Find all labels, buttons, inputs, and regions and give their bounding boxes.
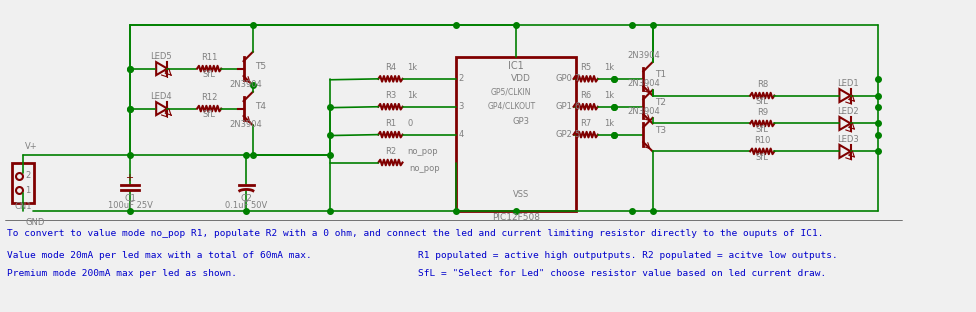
Text: 2: 2: [25, 171, 30, 180]
Text: 3: 3: [459, 102, 464, 111]
Text: SfL: SfL: [755, 153, 769, 162]
Text: 4: 4: [459, 130, 464, 139]
Text: SfL = "Select for Led" choose resistor value based on led current draw.: SfL = "Select for Led" choose resistor v…: [419, 270, 827, 278]
Text: V+: V+: [25, 142, 38, 151]
Text: LED1: LED1: [837, 79, 859, 88]
Text: R8: R8: [756, 80, 768, 89]
Text: 0.1uF 50V: 0.1uF 50V: [225, 201, 267, 210]
Text: R5: R5: [580, 63, 591, 72]
Text: GP3: GP3: [512, 117, 529, 126]
Text: 2N3904: 2N3904: [229, 80, 262, 89]
Text: R4: R4: [385, 63, 396, 72]
Text: 6: 6: [575, 102, 580, 111]
Text: SfL: SfL: [203, 110, 216, 119]
Text: 7: 7: [575, 74, 580, 83]
Text: R7: R7: [580, 119, 591, 128]
Text: Value mode 20mA per led max with a total of 60mA max.: Value mode 20mA per led max with a total…: [8, 251, 312, 260]
Text: no_pop: no_pop: [407, 147, 438, 156]
Text: 1k: 1k: [407, 63, 418, 72]
Text: T5: T5: [255, 61, 265, 71]
Text: GND: GND: [25, 218, 45, 227]
Text: C2: C2: [240, 194, 252, 202]
Text: IC1: IC1: [508, 61, 524, 71]
Text: 2: 2: [459, 74, 464, 83]
Text: Premium mode 200mA max per led as shown.: Premium mode 200mA max per led as shown.: [8, 270, 237, 278]
Text: T4: T4: [255, 102, 265, 110]
Text: 2N3904: 2N3904: [627, 107, 660, 116]
Text: 1k: 1k: [604, 91, 614, 100]
Text: CN1: CN1: [15, 202, 32, 211]
Text: R12: R12: [201, 93, 218, 102]
Text: 5: 5: [575, 130, 580, 139]
Bar: [456, 57, 577, 211]
Text: 2N3904: 2N3904: [229, 120, 262, 129]
Text: GP5/CLKIN: GP5/CLKIN: [491, 88, 532, 97]
Text: 0: 0: [407, 119, 413, 128]
Text: 2N3904: 2N3904: [627, 51, 660, 61]
Text: T3: T3: [655, 126, 667, 135]
Text: R11: R11: [201, 53, 218, 62]
Text: PIC12F508: PIC12F508: [492, 213, 540, 222]
Text: GP4/CLKOUT: GP4/CLKOUT: [487, 102, 536, 110]
Text: VDD: VDD: [510, 74, 531, 83]
Text: VSS: VSS: [512, 190, 529, 199]
Text: SfL: SfL: [203, 70, 216, 79]
Text: GP0: GP0: [555, 74, 573, 83]
Text: LED2: LED2: [837, 107, 859, 116]
Text: LED5: LED5: [150, 52, 172, 61]
Text: 1k: 1k: [407, 91, 418, 100]
Text: R3: R3: [385, 91, 396, 100]
Text: SfL: SfL: [755, 97, 769, 106]
Text: 1: 1: [25, 186, 30, 195]
Text: no_pop: no_pop: [409, 164, 439, 173]
Text: SfL: SfL: [755, 125, 769, 134]
Text: R9: R9: [756, 108, 768, 117]
Text: R2: R2: [385, 147, 396, 156]
Text: T2: T2: [655, 98, 667, 107]
Text: R1: R1: [385, 119, 396, 128]
Text: GP2: GP2: [555, 130, 573, 139]
Text: C1: C1: [124, 194, 136, 202]
Bar: [12, 163, 34, 203]
Text: R1 populated = active high outputputs. R2 populated = acitve low outputs.: R1 populated = active high outputputs. R…: [419, 251, 838, 260]
Text: LED4: LED4: [150, 92, 172, 101]
Text: 100uF 25V: 100uF 25V: [107, 201, 152, 210]
Text: GP1: GP1: [555, 102, 573, 111]
Text: LED3: LED3: [837, 135, 859, 144]
Text: To convert to value mode no_pop R1, populate R2 with a 0 ohm, and connect the le: To convert to value mode no_pop R1, popu…: [8, 229, 824, 238]
Text: R10: R10: [754, 136, 770, 145]
Text: 2N3904: 2N3904: [627, 79, 660, 88]
Text: +: +: [125, 173, 133, 183]
Text: T1: T1: [655, 70, 667, 79]
Text: 1k: 1k: [604, 63, 614, 72]
Text: R6: R6: [580, 91, 591, 100]
Text: 1k: 1k: [604, 119, 614, 128]
